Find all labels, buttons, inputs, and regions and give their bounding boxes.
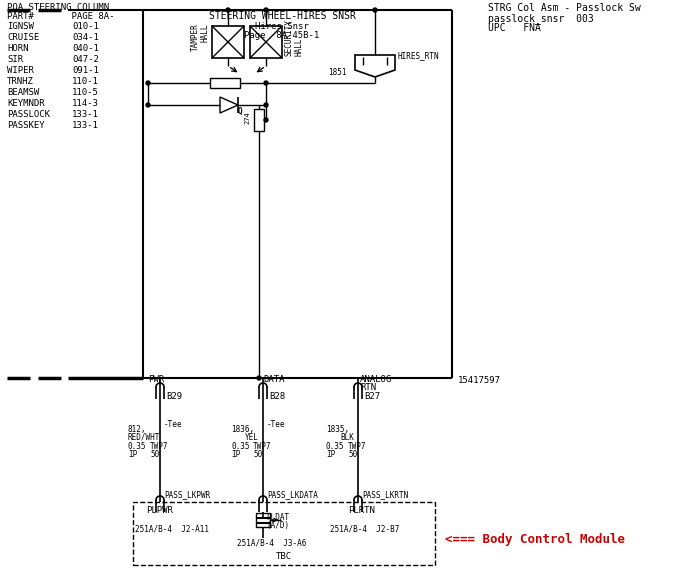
Text: TAMPER
HALL: TAMPER HALL <box>191 23 210 51</box>
Text: UPC   FNA: UPC FNA <box>488 23 541 33</box>
Text: 1851: 1851 <box>328 68 347 77</box>
Text: 110-1: 110-1 <box>72 77 99 86</box>
Text: CRUISE: CRUISE <box>7 33 39 42</box>
Text: WIPER: WIPER <box>7 66 34 75</box>
Bar <box>210 78 240 88</box>
Text: 274: 274 <box>244 111 250 124</box>
Text: 133-1: 133-1 <box>72 110 99 119</box>
Circle shape <box>257 376 261 380</box>
Circle shape <box>264 8 268 12</box>
Text: 133-1: 133-1 <box>72 121 99 130</box>
Bar <box>250 26 282 58</box>
Text: Q: Q <box>238 107 243 116</box>
Circle shape <box>146 81 150 85</box>
Text: -Tee: -Tee <box>164 420 183 429</box>
Text: 0.35: 0.35 <box>326 442 345 451</box>
Text: 251A/B-4  J3-A6: 251A/B-4 J3-A6 <box>237 538 306 547</box>
Text: 251A/B-4  J2-A11: 251A/B-4 J2-A11 <box>135 525 209 534</box>
Text: KEYMNDR: KEYMNDR <box>7 99 44 108</box>
Circle shape <box>146 103 150 107</box>
Text: STRG Col Asm - Passlock Sw: STRG Col Asm - Passlock Sw <box>488 3 641 13</box>
Text: 034-1: 034-1 <box>72 33 99 42</box>
Text: BLK: BLK <box>340 433 354 442</box>
Text: PLPWR: PLPWR <box>146 506 173 515</box>
Circle shape <box>264 118 268 122</box>
Text: 010-1: 010-1 <box>72 22 99 31</box>
Text: B29: B29 <box>166 392 182 401</box>
Text: 1835,: 1835, <box>326 425 349 434</box>
Text: 0.35: 0.35 <box>231 442 250 451</box>
Circle shape <box>226 8 230 12</box>
Text: 15417597: 15417597 <box>458 376 501 385</box>
Text: B28: B28 <box>269 392 285 401</box>
Text: 114-3: 114-3 <box>72 99 99 108</box>
Text: PWR: PWR <box>148 375 164 384</box>
Text: PLDAT: PLDAT <box>266 513 289 522</box>
Text: 1836,: 1836, <box>231 425 254 434</box>
Circle shape <box>373 8 377 12</box>
Text: IP: IP <box>231 450 240 459</box>
Text: 091-1: 091-1 <box>72 66 99 75</box>
Text: B27: B27 <box>364 392 380 401</box>
Text: 040-1: 040-1 <box>72 44 99 53</box>
Text: 50: 50 <box>348 450 357 459</box>
Text: 812,: 812, <box>128 425 146 434</box>
Text: BEAMSW: BEAMSW <box>7 88 39 97</box>
Text: Hires Snsr: Hires Snsr <box>255 22 309 31</box>
Text: TWP7: TWP7 <box>253 442 272 451</box>
Text: IP: IP <box>326 450 335 459</box>
Circle shape <box>264 103 268 107</box>
Text: RED/WHT: RED/WHT <box>128 433 160 442</box>
Text: PASSKEY: PASSKEY <box>7 121 44 130</box>
Text: YEL: YEL <box>245 433 259 442</box>
Text: passlock_snsr  003: passlock_snsr 003 <box>488 13 594 24</box>
Text: PASS_LKPWR: PASS_LKPWR <box>164 490 210 499</box>
Circle shape <box>264 81 268 85</box>
Text: -Tee: -Tee <box>267 420 285 429</box>
Text: DATA: DATA <box>263 375 285 384</box>
Text: 251A/B-4  J2-B7: 251A/B-4 J2-B7 <box>330 525 399 534</box>
Text: TBC: TBC <box>276 552 292 561</box>
Text: TWP7: TWP7 <box>348 442 367 451</box>
Text: HORN: HORN <box>7 44 29 53</box>
Text: PART#       PAGE 8A-: PART# PAGE 8A- <box>7 12 114 21</box>
Text: SECURITY
HALL: SECURITY HALL <box>284 19 304 56</box>
Text: IGNSW: IGNSW <box>7 22 34 31</box>
Text: PASS_LKRTN: PASS_LKRTN <box>362 490 408 499</box>
Bar <box>212 26 244 58</box>
Text: 50: 50 <box>150 450 159 459</box>
Text: PASS_LKDATA: PASS_LKDATA <box>267 490 318 499</box>
Text: 110-5: 110-5 <box>72 88 99 97</box>
Text: 047-2: 047-2 <box>72 55 99 64</box>
Text: HIRES_RTN: HIRES_RTN <box>398 51 440 60</box>
Bar <box>256 513 270 527</box>
Text: ANALOG: ANALOG <box>360 375 392 384</box>
Text: TRNHZ: TRNHZ <box>7 77 34 86</box>
Text: RTN: RTN <box>360 383 376 392</box>
Text: STEERING WHEEL-HIRES SNSR: STEERING WHEEL-HIRES SNSR <box>209 11 356 21</box>
Text: (A/D): (A/D) <box>266 521 289 530</box>
Text: Page  8A-45B-1: Page 8A-45B-1 <box>244 31 319 40</box>
Text: 50: 50 <box>253 450 262 459</box>
Text: POA STEERING COLUMN: POA STEERING COLUMN <box>7 3 109 12</box>
Bar <box>254 109 264 131</box>
Text: <=== Body Control Module: <=== Body Control Module <box>445 534 625 546</box>
Text: SIR: SIR <box>7 55 23 64</box>
Text: PASSLOCK: PASSLOCK <box>7 110 50 119</box>
Text: 0.35: 0.35 <box>128 442 146 451</box>
Text: TWP7: TWP7 <box>150 442 168 451</box>
Text: IP: IP <box>128 450 137 459</box>
Text: PLRTN: PLRTN <box>348 506 375 515</box>
Bar <box>133 502 435 565</box>
